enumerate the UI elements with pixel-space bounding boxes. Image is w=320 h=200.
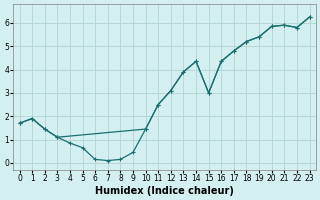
- X-axis label: Humidex (Indice chaleur): Humidex (Indice chaleur): [95, 186, 234, 196]
